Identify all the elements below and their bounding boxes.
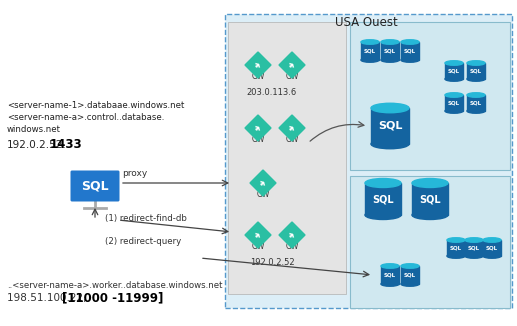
Text: 192.0.2.52: 192.0.2.52 — [250, 258, 294, 267]
Bar — [447, 240, 465, 256]
Text: SQL: SQL — [470, 68, 482, 73]
Bar — [483, 240, 501, 256]
Text: (2) redirect-query: (2) redirect-query — [105, 238, 181, 246]
FancyBboxPatch shape — [225, 14, 512, 308]
FancyBboxPatch shape — [350, 176, 510, 308]
Ellipse shape — [361, 58, 379, 62]
Bar — [401, 42, 419, 60]
Text: GW: GW — [285, 135, 299, 144]
Text: ..<server-name-a>.worker..database.windows.net: ..<server-name-a>.worker..database.windo… — [7, 280, 222, 289]
Text: GW: GW — [251, 135, 265, 144]
Ellipse shape — [381, 264, 399, 268]
Ellipse shape — [447, 238, 465, 242]
Ellipse shape — [445, 109, 463, 113]
Ellipse shape — [467, 77, 485, 81]
Ellipse shape — [381, 40, 399, 44]
Ellipse shape — [445, 61, 463, 65]
Text: 198.51.100.22,: 198.51.100.22, — [7, 293, 90, 303]
Ellipse shape — [467, 61, 485, 65]
Ellipse shape — [361, 40, 379, 44]
Ellipse shape — [465, 254, 483, 258]
Text: 192.0.2.52.: 192.0.2.52. — [7, 140, 67, 150]
Ellipse shape — [412, 179, 448, 187]
Ellipse shape — [412, 211, 448, 219]
Ellipse shape — [371, 139, 409, 149]
Text: SQL: SQL — [448, 100, 460, 106]
Polygon shape — [279, 115, 305, 141]
Text: [11000 -11999]: [11000 -11999] — [62, 291, 163, 304]
Text: <server-name-a>.control..database.: <server-name-a>.control..database. — [7, 113, 164, 123]
Ellipse shape — [401, 40, 419, 44]
Ellipse shape — [401, 282, 419, 286]
Ellipse shape — [445, 77, 463, 81]
Text: GW: GW — [285, 242, 299, 251]
Text: SQL: SQL — [81, 180, 109, 192]
Text: SQL: SQL — [404, 49, 416, 53]
Bar — [467, 63, 485, 79]
Bar — [401, 266, 419, 284]
Text: SQL: SQL — [364, 49, 376, 53]
FancyBboxPatch shape — [350, 22, 510, 170]
Ellipse shape — [467, 109, 485, 113]
Ellipse shape — [365, 179, 401, 187]
Bar — [445, 95, 463, 111]
Polygon shape — [279, 222, 305, 248]
Bar — [467, 95, 485, 111]
Bar — [365, 183, 401, 215]
Bar — [465, 240, 483, 256]
Text: proxy: proxy — [122, 170, 147, 179]
Ellipse shape — [401, 58, 419, 62]
Text: (1) redirect-find-db: (1) redirect-find-db — [105, 214, 187, 223]
Text: <server-name-1>.databaae.windows.net: <server-name-1>.databaae.windows.net — [7, 100, 185, 110]
Text: SQL: SQL — [470, 100, 482, 106]
Text: SQL: SQL — [448, 68, 460, 73]
Polygon shape — [245, 52, 271, 78]
Text: 203.0.113.6: 203.0.113.6 — [247, 88, 297, 97]
Ellipse shape — [371, 103, 409, 113]
Polygon shape — [279, 52, 305, 78]
Polygon shape — [250, 170, 276, 196]
Text: GW: GW — [256, 190, 270, 199]
Text: SQL: SQL — [372, 194, 394, 204]
Text: SQL: SQL — [384, 273, 396, 277]
Text: 1433: 1433 — [50, 139, 83, 152]
Text: windows.net: windows.net — [7, 126, 61, 135]
Bar — [445, 63, 463, 79]
Ellipse shape — [365, 211, 401, 219]
Bar — [371, 108, 409, 144]
Ellipse shape — [465, 238, 483, 242]
Ellipse shape — [467, 93, 485, 97]
Text: SQL: SQL — [450, 245, 462, 250]
Bar — [381, 266, 399, 284]
Text: SQL: SQL — [468, 245, 480, 250]
FancyBboxPatch shape — [70, 170, 119, 201]
Text: GW: GW — [285, 72, 299, 81]
Bar — [381, 42, 399, 60]
Ellipse shape — [381, 282, 399, 286]
Ellipse shape — [447, 254, 465, 258]
Text: GW: GW — [251, 242, 265, 251]
Polygon shape — [245, 115, 271, 141]
FancyBboxPatch shape — [228, 22, 346, 294]
Text: SQL: SQL — [378, 121, 402, 131]
Text: SQL: SQL — [404, 273, 416, 277]
Ellipse shape — [381, 58, 399, 62]
Bar — [412, 183, 448, 215]
Text: SQL: SQL — [486, 245, 498, 250]
Ellipse shape — [401, 264, 419, 268]
Text: SQL: SQL — [384, 49, 396, 53]
Text: GW: GW — [251, 72, 265, 81]
Ellipse shape — [483, 254, 501, 258]
Text: USA Ouest: USA Ouest — [334, 16, 398, 29]
Text: SQL: SQL — [419, 194, 441, 204]
Ellipse shape — [445, 93, 463, 97]
Bar — [361, 42, 379, 60]
Polygon shape — [245, 222, 271, 248]
Ellipse shape — [483, 238, 501, 242]
